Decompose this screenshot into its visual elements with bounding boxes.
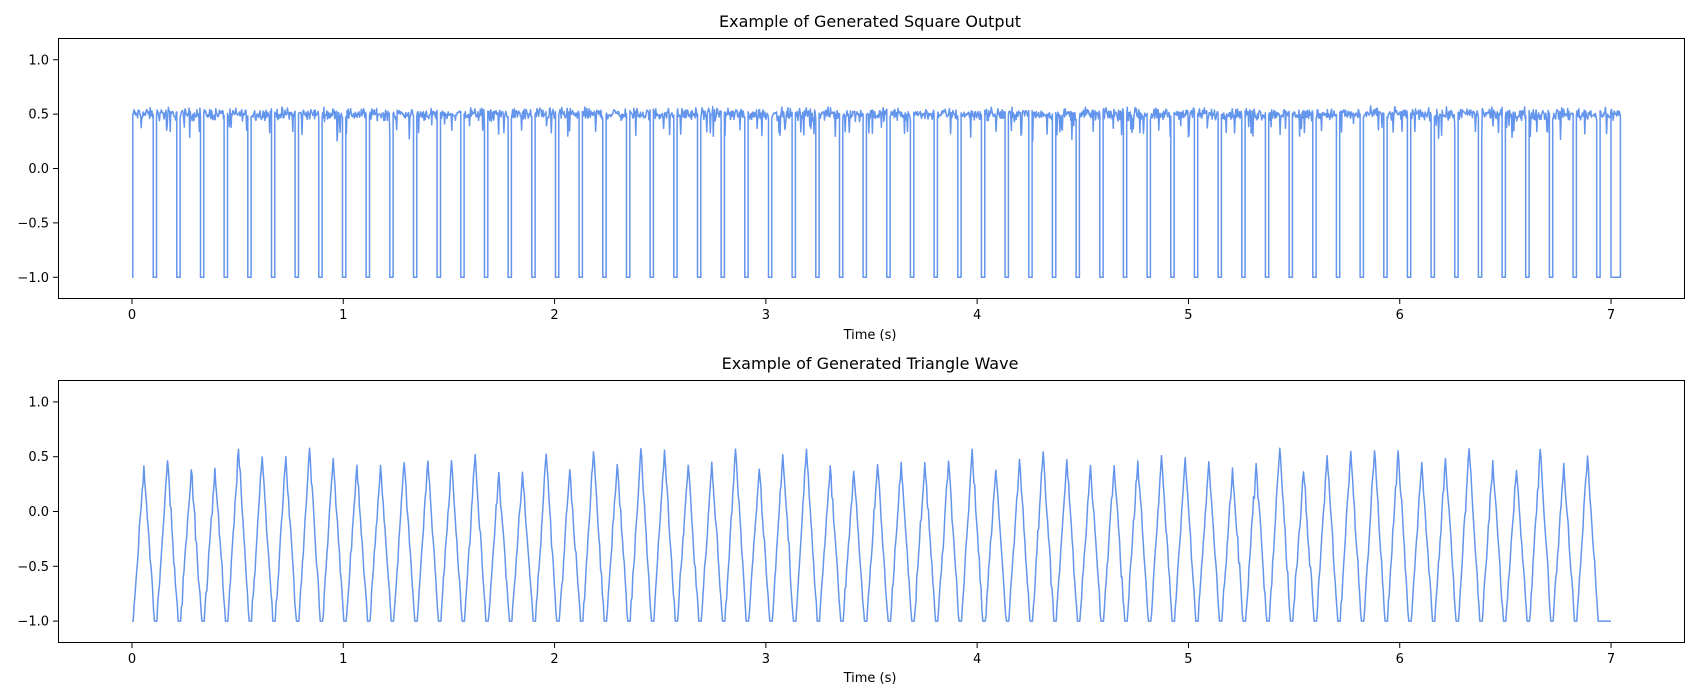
y-tick-label: 0.5 [28, 450, 49, 465]
triangle-y-axis: 1.0 0.5 0.0 −0.5 −1.0 [17, 395, 58, 630]
triangle-wave-series-line [132, 447, 1611, 622]
square-x-axis: 0 1 2 3 4 5 6 7 [128, 299, 1615, 323]
x-tick-label: 2 [550, 308, 558, 323]
x-tick-label: 5 [1184, 308, 1192, 323]
triangle-x-axis-label: Time (s) [843, 671, 897, 686]
square-chart-title: Example of Generated Square Output [719, 12, 1021, 31]
x-tick-label: 7 [1607, 652, 1615, 667]
y-tick-label: −0.5 [17, 216, 49, 231]
x-tick-label: 5 [1184, 652, 1192, 667]
y-tick-label: 0.5 [28, 108, 49, 123]
triangle-x-axis: 0 1 2 3 4 5 6 7 [128, 643, 1615, 667]
y-tick-label: 0.0 [28, 505, 49, 520]
triangle-plot-frame [58, 380, 1685, 643]
x-tick-label: 2 [550, 652, 558, 667]
y-tick-label: 1.0 [28, 395, 49, 410]
y-tick-label: 0.0 [28, 162, 49, 177]
x-tick-label: 1 [339, 652, 347, 667]
x-tick-label: 3 [762, 308, 770, 323]
x-tick-label: 6 [1396, 308, 1404, 323]
x-tick-label: 3 [762, 652, 770, 667]
y-tick-label: −1.0 [17, 615, 49, 630]
square-y-axis: 1.0 0.5 0.0 −0.5 −1.0 [17, 53, 58, 286]
square-x-axis-label: Time (s) [843, 328, 897, 343]
x-tick-label: 1 [339, 308, 347, 323]
square-wave-series-line [131, 105, 1622, 279]
square-plot-frame [58, 38, 1685, 299]
x-tick-label: 6 [1396, 652, 1404, 667]
triangle-wave-panel: Example of Generated Triangle Wave 0 1 2 3 4… [17, 354, 1685, 686]
x-tick-label: 0 [128, 652, 136, 667]
y-tick-label: −0.5 [17, 560, 49, 575]
triangle-chart-title: Example of Generated Triangle Wave [722, 354, 1019, 373]
x-tick-label: 7 [1607, 308, 1615, 323]
x-tick-label: 4 [973, 308, 981, 323]
square-wave-panel: Example of Generated Square Output 0 1 2 3 4… [17, 12, 1685, 343]
x-tick-label: 0 [128, 308, 136, 323]
x-tick-label: 4 [973, 652, 981, 667]
y-tick-label: 1.0 [28, 53, 49, 68]
y-tick-label: −1.0 [17, 271, 49, 286]
